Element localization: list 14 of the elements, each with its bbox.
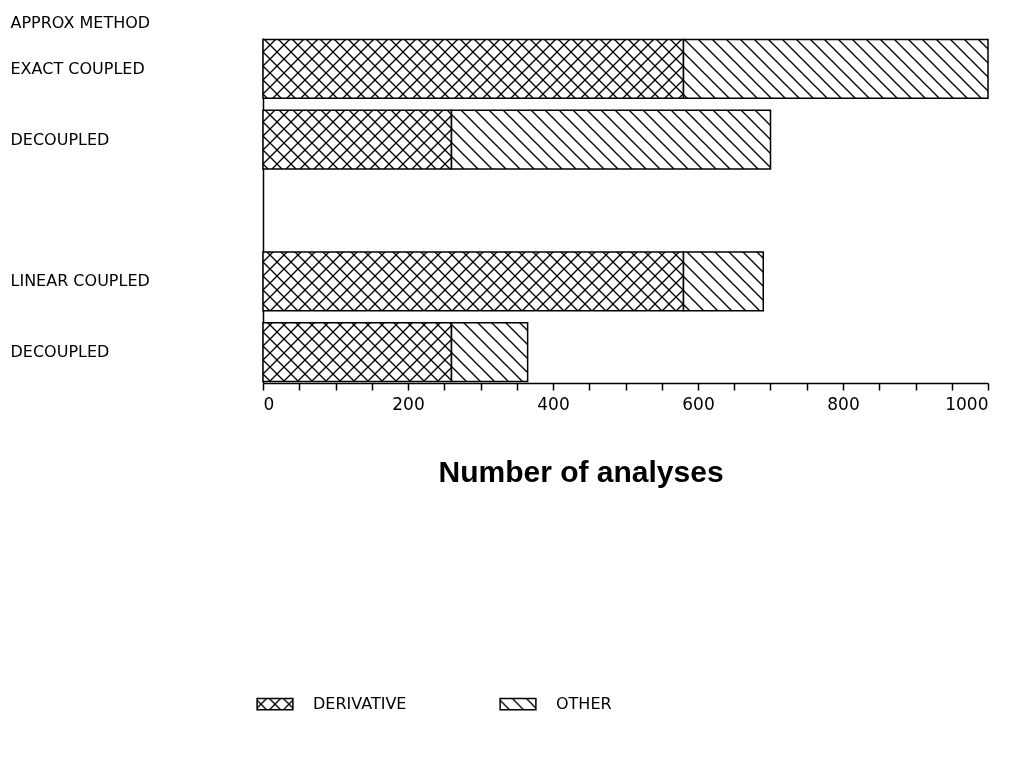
x-axis-title: Number of analyses	[438, 454, 724, 488]
y-tick-label: LINEAR COUPLED	[10, 271, 150, 291]
legend-label: DERIVATIVE	[313, 694, 407, 714]
x-tick-label: 600	[682, 393, 715, 414]
x-tick-label: 400	[537, 393, 570, 414]
y-tick-label: DECOUPLED	[10, 129, 110, 149]
legend-label: OTHER	[556, 694, 612, 714]
y-tick-label: EXACT COUPLED	[10, 58, 145, 78]
x-tick-label: 1000	[945, 393, 989, 414]
x-tick-label: 0	[263, 393, 275, 414]
y-tick-label: DECOUPLED	[10, 342, 110, 362]
x-tick-label: 200	[392, 393, 425, 414]
x-tick-label: 800	[827, 393, 860, 414]
y-axis-title: APPROX METHOD	[10, 12, 151, 32]
